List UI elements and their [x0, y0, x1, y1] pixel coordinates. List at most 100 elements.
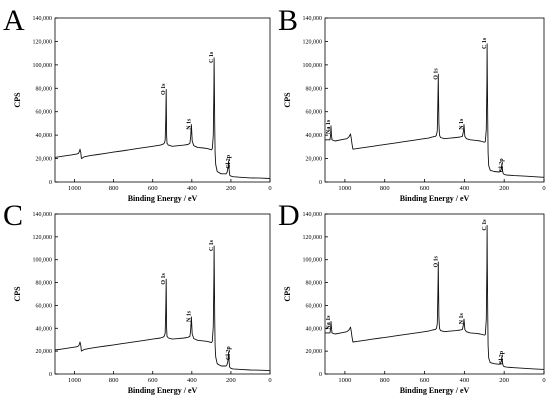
peak-label: C 1s: [209, 51, 215, 63]
panel-label-d: D: [278, 199, 300, 232]
x-tick-label: 600: [420, 377, 430, 384]
x-axis-label: Binding Energy / eV: [128, 386, 198, 395]
chart-panel-a: 0 20,000 40,000 60,000 80,000 100,000 120,000 1…: [13, 16, 272, 203]
x-tick-label: 400: [187, 377, 197, 384]
y-tick-label: 140,000: [303, 16, 323, 22]
spectrum-line: [325, 224, 545, 370]
x-axis-label: Binding Energy / eV: [400, 194, 470, 203]
y-tick-label: 80,000: [36, 281, 53, 287]
x-tick-label: 200: [499, 185, 509, 192]
panel-label-b: B: [278, 4, 299, 37]
y-tick-label: 60,000: [36, 303, 53, 309]
y-tick-label: 120,000: [303, 39, 323, 45]
chart-panel-c: 0 20,000 40,000 60,000 80,000 100,000 120,000 1…: [13, 212, 272, 395]
y-tick-label: 100,000: [303, 258, 323, 264]
y-tick-label: 100,000: [33, 63, 53, 69]
x-tick-label: 0: [542, 185, 545, 192]
x-tick-label: 800: [380, 185, 390, 192]
spectrum-line: [325, 43, 545, 178]
peak-label: C 1s: [209, 239, 215, 251]
y-tick-label: 60,000: [306, 303, 323, 309]
y-axis-label: CPS: [283, 92, 292, 108]
y-tick-label: 20,000: [306, 157, 323, 163]
panel-label-a: A: [3, 4, 25, 37]
x-tick-label: 1000: [68, 377, 81, 384]
y-tick-label: 0: [319, 180, 322, 186]
peak-label: C 1s: [482, 219, 488, 231]
x-tick-label: 1000: [338, 377, 351, 384]
plot-frame: [324, 17, 545, 183]
y-tick-label: 120,000: [303, 235, 323, 241]
y-tick-label: 0: [49, 180, 52, 186]
spectrum-line: [54, 57, 271, 179]
x-tick-label: 1000: [68, 185, 81, 192]
y-tick-label: 140,000: [33, 16, 53, 22]
peak-label: N 1s: [186, 310, 192, 322]
spectrum-line: [54, 245, 271, 372]
x-tick-label: 200: [499, 377, 509, 384]
peak-label: Cl 2p: [226, 154, 232, 169]
y-tick-label: 40,000: [306, 326, 323, 332]
y-axis-label: CPS: [13, 286, 22, 302]
y-tick-label: 80,000: [306, 86, 323, 92]
x-tick-label: 400: [459, 185, 469, 192]
y-tick-label: 0: [49, 372, 52, 378]
x-tick-label: 400: [187, 185, 197, 192]
y-tick-label: 0: [319, 372, 322, 378]
y-tick-label: 40,000: [36, 326, 53, 332]
x-tick-label: 0: [542, 377, 545, 384]
x-tick-label: 600: [148, 377, 158, 384]
plot-frame: [54, 17, 271, 183]
peak-label: O 1s: [433, 68, 439, 80]
peak-label: C 1s: [482, 37, 488, 49]
y-tick-label: 120,000: [33, 39, 53, 45]
y-axis-label: CPS: [13, 92, 22, 108]
x-tick-label: 600: [148, 185, 158, 192]
peak-label: N 1s: [459, 118, 465, 130]
y-tick-label: 100,000: [303, 63, 323, 69]
peak-label: Cl 2p: [499, 158, 505, 173]
y-tick-label: 20,000: [306, 349, 323, 355]
y-axis-label: CPS: [283, 286, 292, 302]
peak-label: O 1s: [161, 83, 167, 95]
peak-label: Na 1s: [326, 315, 332, 330]
x-tick-label: 200: [226, 377, 236, 384]
peak-label: Cl 2p: [499, 350, 505, 365]
x-tick-label: 400: [459, 377, 469, 384]
x-tick-label: 600: [420, 185, 430, 192]
y-tick-label: 40,000: [306, 133, 323, 139]
peak-label: Na 1s: [326, 119, 332, 134]
peak-label: O 1s: [161, 272, 167, 284]
y-tick-label: 20,000: [36, 157, 53, 163]
x-tick-label: 200: [226, 185, 236, 192]
y-tick-label: 140,000: [33, 212, 53, 218]
peak-label: O 1s: [433, 255, 439, 267]
x-tick-label: 1000: [338, 185, 351, 192]
y-tick-label: 80,000: [36, 86, 53, 92]
x-tick-label: 0: [268, 185, 271, 192]
panel-label-c: C: [3, 199, 24, 232]
x-tick-label: 0: [268, 377, 271, 384]
x-tick-label: 800: [380, 377, 390, 384]
y-tick-label: 120,000: [33, 235, 53, 241]
peak-label: N 1s: [186, 118, 192, 130]
y-tick-label: 60,000: [306, 110, 323, 116]
peak-label: Cl 2p: [226, 346, 232, 361]
chart-panel-b: 0 20,000 40,000 60,000 80,000 100,000 120,000 1…: [283, 16, 546, 203]
plot-frame: [324, 213, 545, 375]
y-tick-label: 40,000: [36, 133, 53, 139]
y-tick-label: 100,000: [33, 258, 53, 264]
y-tick-label: 140,000: [303, 212, 323, 218]
peak-label: N 1s: [459, 312, 465, 324]
chart-panel-d: 0 20,000 40,000 60,000 80,000 100,000 120,000 1…: [283, 212, 546, 395]
y-tick-label: 60,000: [36, 110, 53, 116]
plot-frame: [54, 213, 271, 375]
x-axis-label: Binding Energy / eV: [128, 194, 198, 203]
x-tick-label: 800: [109, 377, 119, 384]
x-axis-label: Binding Energy / eV: [400, 386, 470, 395]
y-tick-label: 20,000: [36, 349, 53, 355]
x-tick-label: 800: [109, 185, 119, 192]
y-tick-label: 80,000: [306, 281, 323, 287]
